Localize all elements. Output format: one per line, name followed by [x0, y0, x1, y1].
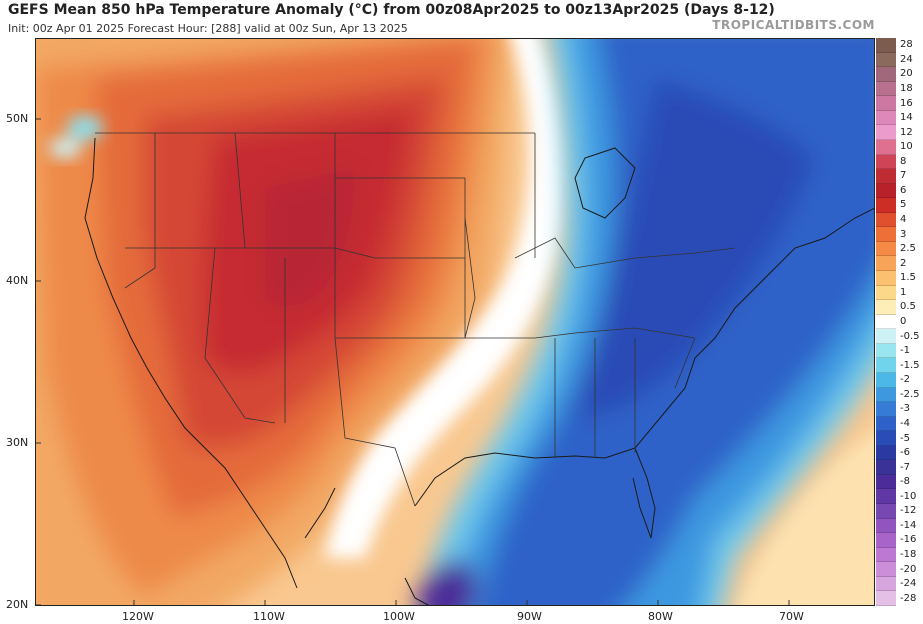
- colorbar-cell: [876, 67, 896, 82]
- source-credit[interactable]: TROPICALTIDBITS.COM: [712, 18, 875, 32]
- colorbar-label: -5: [900, 432, 910, 444]
- colorbar-label: 1.5: [900, 272, 916, 284]
- colorbar-label: -1.5: [900, 359, 920, 371]
- lon-label-120w: 120W: [122, 610, 154, 623]
- colorbar-cell: [876, 402, 896, 417]
- colorbar-cell: [876, 183, 896, 199]
- colorbar-cell: [876, 576, 896, 592]
- colorbar-cell: [876, 431, 896, 446]
- colorbar-cell: [876, 343, 896, 359]
- colorbar-cell: [876, 81, 896, 97]
- colorbar-label: 24: [900, 53, 913, 65]
- colorbar-label: -14: [900, 519, 917, 531]
- colorbar-cell: [876, 460, 896, 475]
- colorbar-label: 16: [900, 97, 913, 109]
- colorbar-label: 10: [900, 141, 913, 153]
- colorbar-label: -6: [900, 447, 910, 459]
- colorbar-cell: [876, 212, 896, 228]
- colorbar-cell: [876, 416, 896, 432]
- colorbar-cell: [876, 562, 896, 577]
- colorbar-cell: [876, 591, 896, 606]
- colorbar: [876, 38, 896, 606]
- colorbar-label: 8: [900, 155, 907, 167]
- colorbar-label: -8: [900, 476, 910, 488]
- colorbar-label: 5: [900, 199, 907, 211]
- colorbar-cell: [876, 125, 896, 140]
- map-subtitle: Init: 00z Apr 01 2025 Forecast Hour: [28…: [8, 22, 408, 35]
- colorbar-label: -16: [900, 534, 917, 546]
- colorbar-label: -1: [900, 345, 910, 357]
- colorbar-label: 0: [900, 316, 907, 327]
- colorbar-cell: [876, 300, 896, 315]
- colorbar-label: 7: [900, 170, 907, 182]
- lat-label-40n: 40N: [6, 274, 29, 287]
- colorbar-label: 14: [900, 112, 913, 124]
- colorbar-cell: [876, 518, 896, 534]
- lat-label-50n: 50N: [6, 112, 29, 125]
- cool-anomaly-field: [415, 38, 875, 606]
- colorbar-label: 6: [900, 184, 907, 196]
- colorbar-label: -3: [900, 403, 910, 415]
- colorbar-label: -10: [900, 490, 917, 502]
- lon-label-80w: 80W: [648, 610, 673, 623]
- colorbar-label: -7: [900, 461, 910, 473]
- colorbar-label: -12: [900, 505, 917, 517]
- lon-label-70w: 70W: [779, 610, 804, 623]
- colorbar-label: 28: [900, 39, 913, 51]
- colorbar-cell: [876, 256, 896, 272]
- colorbar-cell: [876, 489, 896, 505]
- colorbar-cell: [876, 372, 896, 388]
- neutral-band: [325, 38, 875, 606]
- colorbar-cell: [876, 445, 896, 461]
- colorbar-cell: [876, 38, 896, 53]
- colorbar-cell: [876, 271, 896, 286]
- colorbar-cell: [876, 154, 896, 170]
- colorbar-cell: [876, 227, 896, 242]
- colorbar-cell: [876, 387, 896, 403]
- lon-label-100w: 100W: [383, 610, 415, 623]
- colorbar-cell: [876, 474, 896, 490]
- lon-label-110w: 110W: [253, 610, 285, 623]
- colorbar-label: 2: [900, 257, 907, 269]
- colorbar-cell: [876, 241, 896, 257]
- colorbar-label: -18: [900, 549, 917, 561]
- colorbar-cell: [876, 314, 896, 330]
- colorbar-label: -28: [900, 592, 917, 604]
- colorbar-label: 0.5: [900, 301, 916, 313]
- colorbar-label: -20: [900, 563, 917, 575]
- map-title: GEFS Mean 850 hPa Temperature Anomaly (°…: [8, 2, 775, 18]
- colorbar-label: 2.5: [900, 243, 916, 255]
- colorbar-cell: [876, 504, 896, 519]
- colorbar-cell: [876, 52, 896, 68]
- colorbar-cell: [876, 358, 896, 373]
- colorbar-label: 20: [900, 68, 913, 80]
- state-borders: [95, 132, 736, 507]
- colorbar-cell: [876, 533, 896, 548]
- lon-label-90w: 90W: [517, 610, 542, 623]
- lat-label-20n: 20N: [6, 598, 29, 611]
- colorbar-label: -4: [900, 417, 910, 429]
- lat-label-30n: 30N: [6, 436, 29, 449]
- colorbar-label: 1: [900, 286, 907, 298]
- colorbar-label: 12: [900, 126, 913, 138]
- colorbar-cell: [876, 96, 896, 111]
- colorbar-cell: [876, 169, 896, 184]
- colorbar-cell: [876, 139, 896, 155]
- colorbar-cell: [876, 198, 896, 213]
- colorbar-cell: [876, 329, 896, 344]
- colorbar-label: 18: [900, 82, 913, 94]
- colorbar-label: 3: [900, 228, 907, 240]
- colorbar-label: -24: [900, 578, 917, 590]
- colorbar-label: -0.5: [900, 330, 920, 342]
- colorbar-label: 4: [900, 214, 907, 226]
- colorbar-cell: [876, 547, 896, 563]
- temperature-anomaly-map: [35, 38, 875, 606]
- coastlines: [84, 137, 875, 606]
- colorbar-cell: [876, 285, 896, 301]
- colorbar-label: -2.5: [900, 388, 920, 400]
- colorbar-cell: [876, 110, 896, 126]
- colorbar-label: -2: [900, 374, 910, 386]
